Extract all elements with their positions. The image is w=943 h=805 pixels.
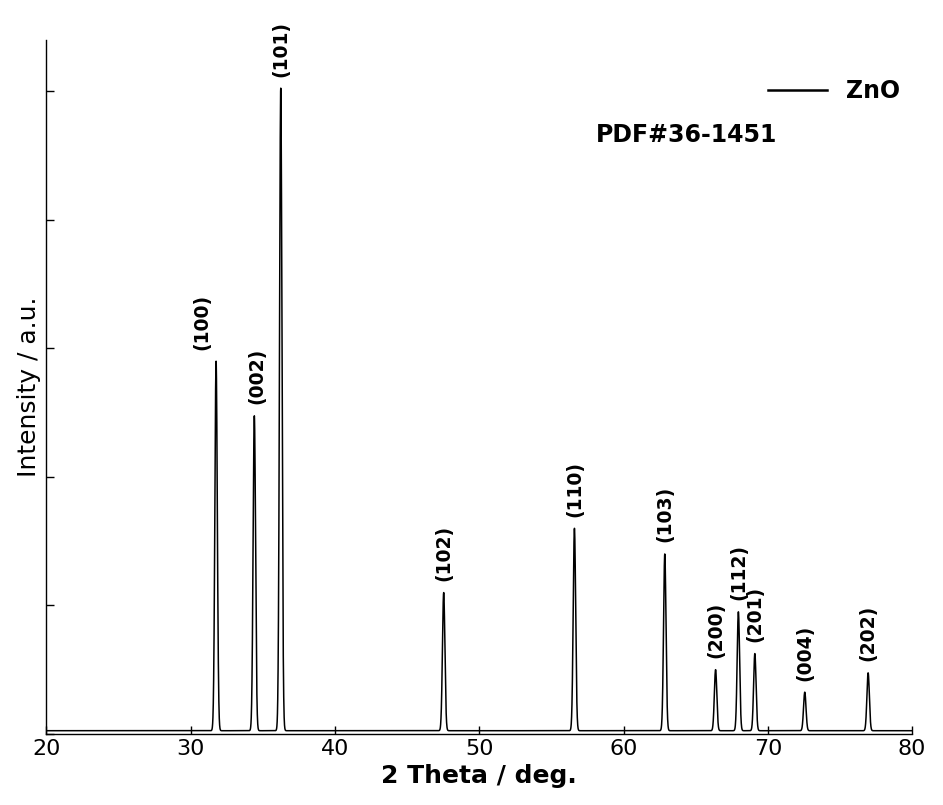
Text: (201): (201) — [745, 586, 765, 642]
Text: (002): (002) — [248, 348, 267, 404]
Legend: ZnO: ZnO — [769, 80, 901, 104]
Text: (102): (102) — [434, 525, 454, 581]
X-axis label: 2 Theta / deg.: 2 Theta / deg. — [381, 764, 577, 788]
Text: (101): (101) — [272, 21, 290, 76]
Text: (202): (202) — [859, 605, 878, 661]
Text: (200): (200) — [706, 602, 725, 658]
Text: (112): (112) — [729, 544, 748, 601]
Text: (103): (103) — [655, 486, 674, 543]
Text: PDF#36-1451: PDF#36-1451 — [596, 123, 777, 147]
Y-axis label: Intensity / a.u.: Intensity / a.u. — [17, 297, 41, 477]
Text: (100): (100) — [192, 294, 211, 349]
Text: (004): (004) — [795, 625, 814, 680]
Text: (110): (110) — [565, 460, 584, 517]
